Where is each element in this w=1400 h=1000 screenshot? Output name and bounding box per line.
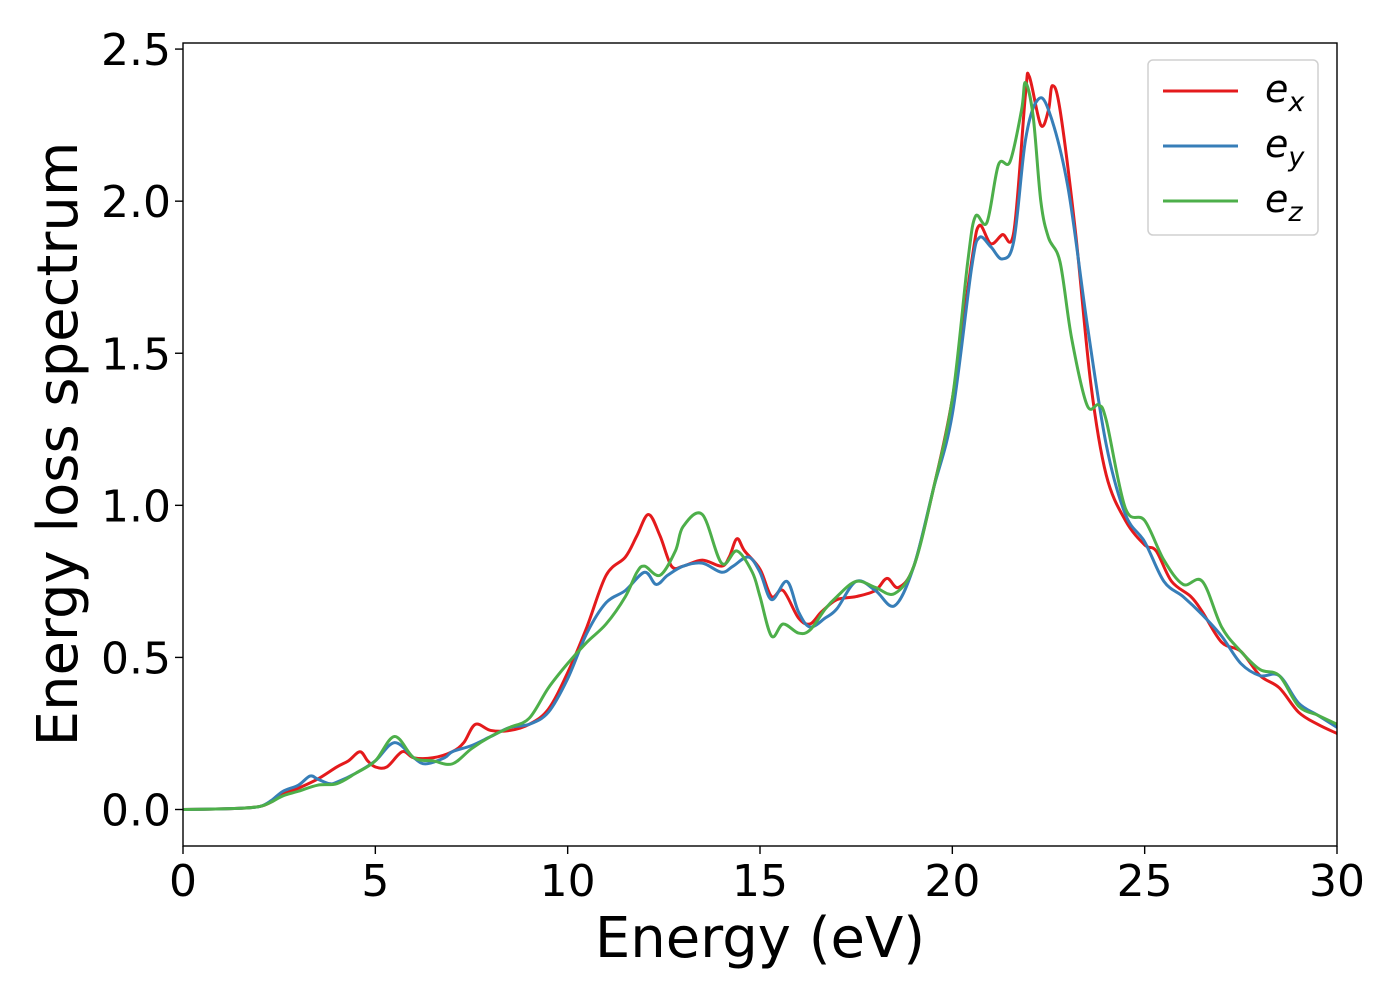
- x-tick-label: 20: [924, 856, 980, 907]
- x-tick-label: 10: [540, 856, 596, 907]
- legend-label-subscript: x: [1287, 87, 1305, 118]
- series-line-e-x: [183, 71, 1337, 811]
- x-tick-label: 0: [169, 856, 197, 907]
- legend-label-base: e: [1265, 177, 1288, 221]
- y-axis-title: Energy loss spectrum: [26, 142, 91, 747]
- series-layer: [183, 71, 1337, 811]
- y-tick-label: 0.5: [101, 633, 171, 684]
- x-axis: 0 5 10 15 20 25 30: [169, 846, 1365, 907]
- legend-label-e-x: ex: [1265, 67, 1305, 118]
- y-tick-label: 1.0: [101, 481, 171, 532]
- legend-label-base: e: [1265, 67, 1288, 111]
- x-tick-label: 15: [732, 856, 788, 907]
- y-axis: 0.0 0.5 1.0 1.5 2.0 2.5: [101, 25, 183, 837]
- legend-label-base: e: [1265, 122, 1288, 166]
- x-tick-label: 30: [1309, 856, 1365, 907]
- series-line-e-z: [183, 81, 1337, 811]
- legend-label-subscript: y: [1287, 142, 1305, 173]
- y-tick-label: 2.0: [101, 177, 171, 228]
- y-tick-label: 1.5: [101, 329, 171, 380]
- x-tick-label: 25: [1117, 856, 1173, 907]
- x-tick-label: 5: [361, 856, 389, 907]
- y-tick-label: 2.5: [101, 25, 171, 76]
- x-axis-title: Energy (eV): [595, 906, 925, 971]
- legend-label-e-z: ez: [1265, 177, 1303, 228]
- y-tick-label: 0.0: [101, 786, 171, 837]
- legend-label-e-y: ey: [1265, 122, 1305, 173]
- legend-label-subscript: z: [1287, 197, 1303, 228]
